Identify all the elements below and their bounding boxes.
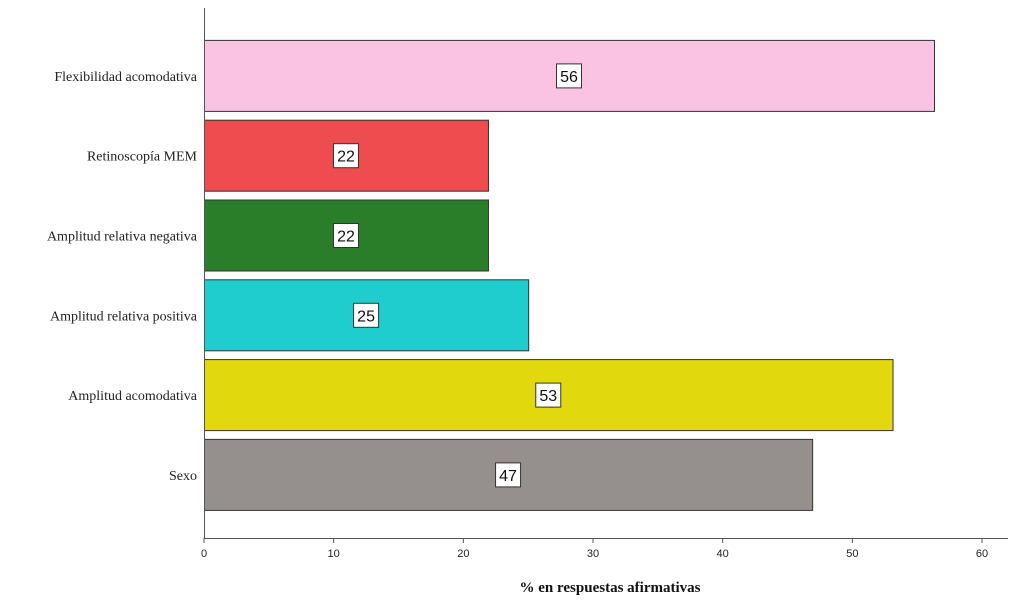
category-label: Amplitud relativa negativa xyxy=(47,230,198,245)
category-label: Amplitud acomodativa xyxy=(68,389,197,404)
category-label: Sexo xyxy=(169,469,197,484)
data-label-box xyxy=(353,302,380,328)
data-labels-layer: Flexibilidad acomodativa 56 Retinoscopía M… xyxy=(47,63,583,488)
data-label-box xyxy=(535,382,562,408)
x-tick-label: 60 xyxy=(976,548,988,560)
x-axis-title: % en respuestas afirmativas xyxy=(520,580,701,596)
x-tick-label: 20 xyxy=(457,548,469,560)
data-label: 22 xyxy=(337,149,355,166)
x-tick-label: 40 xyxy=(717,548,729,560)
data-label: 22 xyxy=(337,229,355,246)
data-label: 47 xyxy=(499,468,517,485)
category-label: Flexibilidad acomodativa xyxy=(54,70,197,85)
x-tick-label: 0 xyxy=(201,548,207,560)
category-label: Amplitud relativa positiva xyxy=(50,309,198,324)
data-label-box xyxy=(332,223,359,248)
data-label-box xyxy=(332,143,359,169)
data-label-box xyxy=(556,63,583,89)
data-label: 25 xyxy=(357,308,375,325)
data-label: 53 xyxy=(539,388,557,405)
data-label-box xyxy=(495,462,522,488)
bars-layer xyxy=(204,39,936,511)
x-tick-label: 50 xyxy=(846,548,858,560)
x-tick-label: 30 xyxy=(587,548,599,560)
x-tick-label: 10 xyxy=(328,548,340,560)
category-label: Retinoscopía MEM xyxy=(87,150,198,165)
axes-layer xyxy=(204,8,1008,539)
data-label: 56 xyxy=(560,69,578,86)
x-ticks-layer: 0 10 20 30 40 50 60 xyxy=(201,538,988,560)
